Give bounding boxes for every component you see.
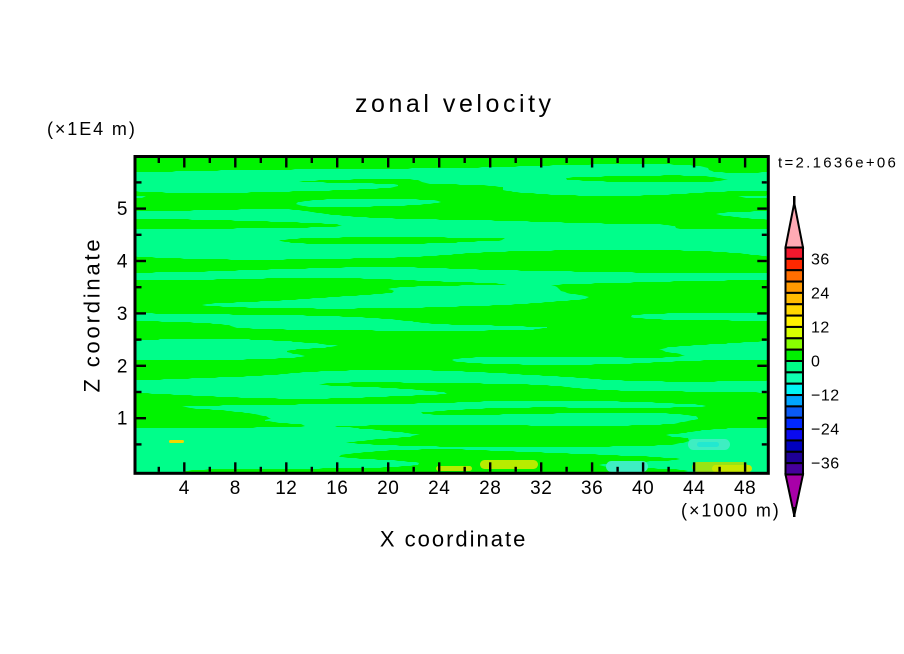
svg-text:16: 16: [326, 478, 348, 499]
svg-text:24: 24: [811, 285, 830, 302]
svg-text:1: 1: [117, 409, 128, 430]
svg-text:36: 36: [581, 478, 603, 499]
svg-text:48: 48: [734, 478, 756, 499]
svg-text:zonal velocity: zonal velocity: [355, 90, 555, 118]
svg-text:(×1000 m): (×1000 m): [681, 501, 781, 521]
svg-text:20: 20: [377, 478, 399, 499]
svg-text:−24: −24: [811, 422, 840, 439]
svg-text:12: 12: [811, 319, 830, 336]
svg-text:32: 32: [530, 478, 552, 499]
svg-text:3: 3: [117, 304, 128, 325]
svg-text:24: 24: [428, 478, 450, 499]
svg-text:0: 0: [811, 354, 820, 371]
svg-text:44: 44: [683, 478, 705, 499]
svg-text:(×1E4 m): (×1E4 m): [47, 119, 137, 139]
svg-text:4: 4: [117, 252, 128, 273]
svg-text:36: 36: [811, 251, 830, 268]
svg-text:Z coordinate: Z coordinate: [80, 237, 105, 393]
svg-text:40: 40: [632, 478, 654, 499]
svg-text:12: 12: [275, 478, 297, 499]
svg-text:4: 4: [179, 478, 190, 499]
svg-text:28: 28: [479, 478, 501, 499]
svg-text:5: 5: [117, 199, 128, 220]
svg-text:t=2.1636e+06: t=2.1636e+06: [778, 155, 898, 172]
svg-text:2: 2: [117, 356, 128, 377]
svg-text:−12: −12: [811, 388, 840, 405]
svg-text:8: 8: [230, 478, 241, 499]
svg-text:X coordinate: X coordinate: [380, 527, 528, 552]
svg-text:−36: −36: [811, 456, 840, 473]
